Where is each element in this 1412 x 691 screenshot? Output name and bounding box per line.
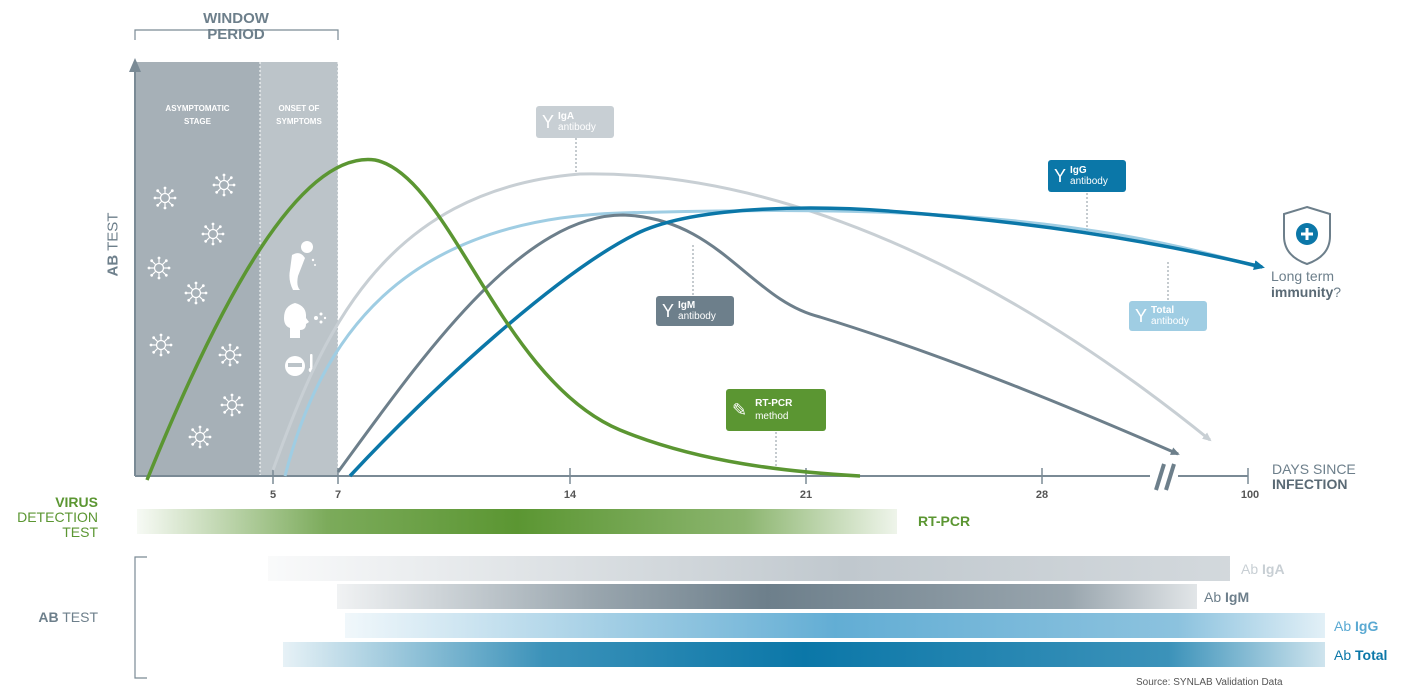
ab-total-label: Ab Total	[1334, 647, 1388, 663]
onset-symptoms-label: ONSET OF SYMPTOMS	[276, 104, 322, 126]
immunity-label: Long term immunity?	[1271, 268, 1342, 300]
rtpcr-curve	[145, 157, 861, 481]
ab-igm-bar	[337, 584, 1197, 609]
ab-test-label: AB TEST	[38, 609, 98, 625]
fever-icon	[285, 354, 314, 376]
igg-curve	[348, 206, 1265, 478]
antibody-icon: Y	[542, 111, 555, 132]
rtpcr-bar-label: RT-PCR	[918, 513, 971, 529]
igm-curve	[336, 213, 1180, 473]
total-curve	[283, 209, 1259, 477]
tick-100: 100	[1240, 489, 1260, 501]
shield-icon	[1283, 205, 1331, 266]
ab-igm-label: Ab IgM	[1204, 589, 1250, 605]
tick-14: 14	[563, 489, 577, 501]
swab-icon: ✎	[732, 399, 748, 420]
y-axis-label: AB TEST	[104, 212, 122, 277]
tick-21: 21	[799, 489, 813, 501]
antibody-icon: Y	[1054, 165, 1067, 186]
tick-7: 7	[334, 489, 342, 501]
iga-antibody-tag: Y IgA antibody	[536, 106, 614, 138]
asymptomatic-stage-label: ASYMPTOMATIC STAGE	[165, 104, 230, 126]
rtpcr-method-tag: ✎ RT-PCR method	[726, 389, 826, 431]
antibody-icon: Y	[662, 300, 675, 321]
igg-antibody-tag: Y IgG antibody	[1048, 160, 1126, 192]
asymptomatic-stage-region	[135, 62, 260, 476]
window-period-label: WINDOW PERIOD	[203, 10, 269, 43]
antibody-icon: Y	[1135, 305, 1148, 326]
x-axis-label: DAYS SINCE INFECTION	[1272, 461, 1356, 492]
ab-test-bracket	[134, 556, 147, 679]
ab-iga-label: Ab IgA	[1241, 561, 1285, 577]
source-note: Source: SYNLAB Validation Data	[1136, 677, 1283, 688]
cough-icon	[284, 303, 327, 338]
igm-antibody-tag: Y IgM antibody	[656, 296, 734, 326]
rtpcr-bar	[137, 509, 897, 534]
symptom-icons	[284, 241, 327, 376]
ab-iga-bar	[268, 556, 1230, 581]
virus-detection-test-label: VIRUS DETECTION TEST	[17, 494, 98, 540]
nausea-icon	[289, 241, 316, 290]
axis-break	[1150, 462, 1178, 492]
ab-igg-bar	[345, 613, 1325, 638]
tick-28: 28	[1035, 489, 1049, 501]
window-period-bracket	[134, 29, 339, 40]
total-antibody-tag: Y Total antibody	[1129, 301, 1207, 331]
tick-5: 5	[269, 489, 277, 501]
ab-total-bar	[283, 642, 1325, 667]
iga-curve	[271, 172, 1212, 471]
ab-igg-label: Ab IgG	[1334, 618, 1379, 634]
